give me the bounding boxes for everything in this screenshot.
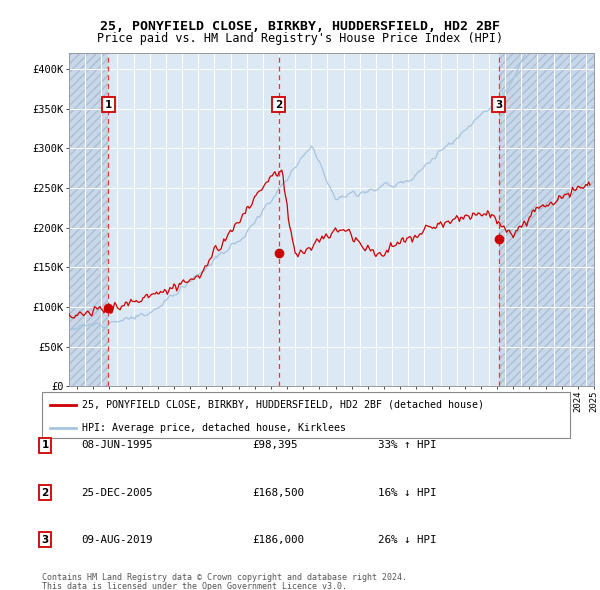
FancyBboxPatch shape (42, 392, 570, 438)
Text: 25, PONYFIELD CLOSE, BIRKBY, HUDDERSFIELD, HD2 2BF (detached house): 25, PONYFIELD CLOSE, BIRKBY, HUDDERSFIEL… (82, 399, 484, 409)
Text: 08-JUN-1995: 08-JUN-1995 (81, 441, 152, 450)
Text: Contains HM Land Registry data © Crown copyright and database right 2024.: Contains HM Land Registry data © Crown c… (42, 573, 407, 582)
Text: £98,395: £98,395 (252, 441, 298, 450)
Text: This data is licensed under the Open Government Licence v3.0.: This data is licensed under the Open Gov… (42, 582, 347, 590)
Text: 1: 1 (41, 441, 49, 450)
Text: 33% ↑ HPI: 33% ↑ HPI (378, 441, 437, 450)
Text: 25, PONYFIELD CLOSE, BIRKBY, HUDDERSFIELD, HD2 2BF: 25, PONYFIELD CLOSE, BIRKBY, HUDDERSFIEL… (100, 20, 500, 33)
Text: 3: 3 (41, 535, 49, 545)
Text: 16% ↓ HPI: 16% ↓ HPI (378, 488, 437, 497)
Text: Price paid vs. HM Land Registry's House Price Index (HPI): Price paid vs. HM Land Registry's House … (97, 32, 503, 45)
Text: 26% ↓ HPI: 26% ↓ HPI (378, 535, 437, 545)
Text: £168,500: £168,500 (252, 488, 304, 497)
Text: 2: 2 (41, 488, 49, 497)
Bar (69, 53, 109, 386)
Bar (499, 53, 594, 386)
Text: 1: 1 (105, 100, 112, 110)
Text: 2: 2 (275, 100, 283, 110)
Bar (499, 53, 594, 386)
Bar (69, 53, 109, 386)
Text: 3: 3 (495, 100, 502, 110)
Text: £186,000: £186,000 (252, 535, 304, 545)
Text: 25-DEC-2005: 25-DEC-2005 (81, 488, 152, 497)
Text: 09-AUG-2019: 09-AUG-2019 (81, 535, 152, 545)
Text: HPI: Average price, detached house, Kirklees: HPI: Average price, detached house, Kirk… (82, 422, 346, 432)
